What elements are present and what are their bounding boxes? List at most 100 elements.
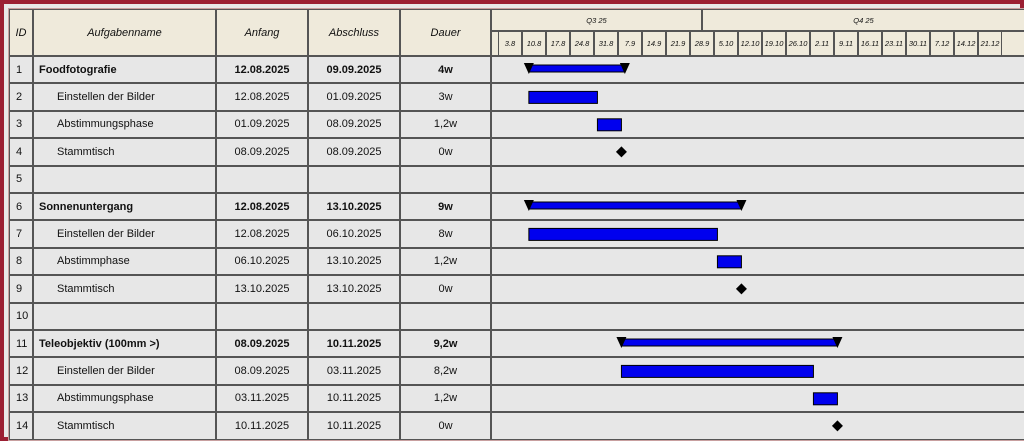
tick-label: 7.9 bbox=[618, 31, 642, 56]
row-name bbox=[33, 165, 216, 193]
header-end: Abschluss bbox=[308, 9, 400, 56]
row-start: 10.11.2025 bbox=[216, 412, 308, 440]
tick-label: 7.12 bbox=[930, 31, 954, 56]
row-name: Einstellen der Bilder bbox=[33, 83, 216, 111]
row-name: Foodfotografie bbox=[33, 56, 216, 84]
row-end: 10.11.2025 bbox=[308, 384, 400, 413]
summary-end-marker bbox=[616, 337, 627, 348]
milestone-marker bbox=[831, 420, 843, 432]
row-duration: 0w bbox=[400, 275, 491, 303]
summary-end-marker bbox=[619, 63, 630, 74]
row-duration: 0w bbox=[400, 138, 491, 166]
gantt-inner: ID Aufgabenname Anfang Abschluss Dauer Q3 25 Q… bbox=[8, 8, 1024, 441]
row-name: Einstellen der Bilder bbox=[33, 357, 216, 385]
row-id: 2 bbox=[9, 83, 33, 111]
row-start bbox=[216, 165, 308, 193]
row-timeline bbox=[491, 247, 1024, 276]
row-start: 01.09.2025 bbox=[216, 110, 308, 139]
row-start: 12.08.2025 bbox=[216, 220, 308, 248]
row-duration: 1,2w bbox=[400, 247, 491, 276]
row-name: Abstimmphase bbox=[33, 247, 216, 276]
summary-end-marker bbox=[832, 337, 843, 348]
row-timeline bbox=[491, 412, 1024, 440]
row-start: 08.09.2025 bbox=[216, 138, 308, 166]
row-name: Einstellen der Bilder bbox=[33, 220, 216, 248]
row-timeline bbox=[491, 165, 1024, 193]
tick-label: 21.9 bbox=[666, 31, 690, 56]
row-end: 13.10.2025 bbox=[308, 193, 400, 221]
row-id: 14 bbox=[9, 412, 33, 440]
tick-label: 19.10 bbox=[762, 31, 786, 56]
row-timeline bbox=[491, 56, 1024, 84]
row-start bbox=[216, 302, 308, 330]
row-name: Stammtisch bbox=[33, 275, 216, 303]
row-id: 3 bbox=[9, 110, 33, 139]
row-id: 5 bbox=[9, 165, 33, 193]
row-id: 9 bbox=[9, 275, 33, 303]
tick-label: 10.8 bbox=[522, 31, 546, 56]
row-timeline bbox=[491, 138, 1024, 166]
row-timeline bbox=[491, 302, 1024, 330]
tick-label: 14.12 bbox=[954, 31, 978, 56]
row-start: 03.11.2025 bbox=[216, 384, 308, 413]
task-bar bbox=[620, 364, 814, 378]
summary-end-marker bbox=[523, 200, 534, 211]
row-end: 08.09.2025 bbox=[308, 138, 400, 166]
header-name: Aufgabenname bbox=[33, 9, 216, 56]
row-end bbox=[308, 165, 400, 193]
row-timeline bbox=[491, 275, 1024, 303]
row-duration: 4w bbox=[400, 56, 491, 84]
gantt-chart bbox=[523, 63, 843, 432]
row-id: 4 bbox=[9, 138, 33, 166]
summary-bar bbox=[620, 338, 838, 347]
row-duration: 8w bbox=[400, 220, 491, 248]
row-duration bbox=[400, 165, 491, 193]
row-duration: 3w bbox=[400, 83, 491, 111]
quarter-label: Q3 25 bbox=[491, 9, 702, 31]
tick-label: 5.10 bbox=[714, 31, 738, 56]
tick-label: 21.12 bbox=[978, 31, 1002, 56]
row-end: 01.09.2025 bbox=[308, 83, 400, 111]
row-name: Sonnenuntergang bbox=[33, 193, 216, 221]
row-name: Stammtisch bbox=[33, 138, 216, 166]
row-end: 03.11.2025 bbox=[308, 357, 400, 385]
row-end: 08.09.2025 bbox=[308, 110, 400, 139]
row-end: 10.11.2025 bbox=[308, 330, 400, 358]
row-start: 08.09.2025 bbox=[216, 357, 308, 385]
row-name: Abstimmungsphase bbox=[33, 384, 216, 413]
summary-end-marker bbox=[523, 63, 534, 74]
row-duration: 0w bbox=[400, 412, 491, 440]
tick-label: 9.11 bbox=[834, 31, 858, 56]
row-start: 12.08.2025 bbox=[216, 56, 308, 84]
row-end bbox=[308, 302, 400, 330]
task-bar bbox=[528, 227, 718, 241]
row-start: 13.10.2025 bbox=[216, 275, 308, 303]
header-id: ID bbox=[9, 9, 33, 56]
tick-label: 31.8 bbox=[594, 31, 618, 56]
row-end: 13.10.2025 bbox=[308, 275, 400, 303]
summary-end-marker bbox=[736, 200, 747, 211]
task-bar bbox=[716, 255, 742, 269]
row-id: 1 bbox=[9, 56, 33, 84]
tick-label: 26.10 bbox=[786, 31, 810, 56]
task-bar bbox=[596, 118, 622, 132]
tick-label: 17.8 bbox=[546, 31, 570, 56]
row-end: 09.09.2025 bbox=[308, 56, 400, 84]
quarter-label: Q4 25 bbox=[702, 9, 1024, 31]
row-duration: 9w bbox=[400, 193, 491, 221]
row-name bbox=[33, 302, 216, 330]
tick-label: 14.9 bbox=[642, 31, 666, 56]
row-id: 13 bbox=[9, 384, 33, 413]
summary-bar bbox=[528, 201, 742, 210]
task-bar bbox=[528, 90, 598, 104]
row-name: Teleobjektiv (100mm >) bbox=[33, 330, 216, 358]
tick-label: 12.10 bbox=[738, 31, 762, 56]
row-id: 11 bbox=[9, 330, 33, 358]
row-duration: 9,2w bbox=[400, 330, 491, 358]
row-name: Stammtisch bbox=[33, 412, 216, 440]
tick-label: 24.8 bbox=[570, 31, 594, 56]
row-duration: 1,2w bbox=[400, 384, 491, 413]
row-timeline bbox=[491, 110, 1024, 139]
row-timeline bbox=[491, 384, 1024, 413]
